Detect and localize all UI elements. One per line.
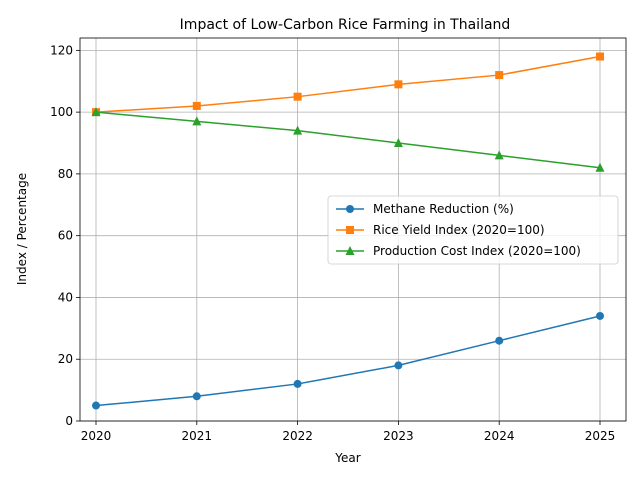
x-tick-label: 2022 bbox=[282, 429, 313, 443]
legend: Methane Reduction (%) Rice Yield Index (2… bbox=[327, 195, 619, 265]
y-tick-label: 120 bbox=[50, 43, 73, 57]
data-point bbox=[495, 71, 504, 80]
y-tick-label: 60 bbox=[58, 229, 73, 243]
plot-area-frame bbox=[79, 37, 627, 422]
data-point bbox=[394, 80, 403, 89]
data-point bbox=[394, 361, 403, 370]
x-tick-label: 2025 bbox=[585, 429, 616, 443]
data-point bbox=[596, 52, 604, 61]
legend-box bbox=[327, 195, 619, 265]
series-line bbox=[95, 111, 601, 169]
data-point bbox=[192, 116, 202, 126]
data-point bbox=[192, 101, 201, 110]
legend-entry: Production Cost Index (2020=100) bbox=[373, 244, 581, 258]
series-2 bbox=[92, 52, 604, 117]
y-tick-label: 20 bbox=[58, 352, 73, 366]
series-group bbox=[91, 52, 605, 410]
x-tick-label: 2020 bbox=[81, 429, 112, 443]
series-3 bbox=[91, 107, 605, 172]
data-point bbox=[595, 162, 605, 172]
y-tick-label: 100 bbox=[50, 105, 73, 119]
legend-marker bbox=[346, 205, 354, 213]
y-axis: 0 20 40 60 80 100 120 bbox=[50, 43, 80, 428]
legend-marker bbox=[346, 226, 354, 234]
data-point bbox=[293, 125, 303, 135]
data-point bbox=[596, 311, 604, 320]
data-point bbox=[293, 379, 302, 388]
y-tick-label: 80 bbox=[58, 167, 73, 181]
y-tick-label: 0 bbox=[65, 414, 73, 428]
chart-title: Impact of Low-Carbon Rice Farming in Tha… bbox=[180, 17, 511, 33]
series-1 bbox=[92, 311, 604, 410]
data-point bbox=[91, 107, 101, 117]
x-tick-label: 2021 bbox=[182, 429, 213, 443]
data-point bbox=[92, 401, 100, 410]
data-point bbox=[495, 336, 504, 345]
legend-entry: Methane Reduction (%) bbox=[373, 202, 514, 216]
x-axis: 2020 2021 2022 2023 2024 2025 bbox=[81, 421, 616, 443]
y-axis-label: Index / Percentage bbox=[15, 173, 29, 285]
x-tick-label: 2023 bbox=[383, 429, 414, 443]
data-point bbox=[393, 138, 403, 148]
series-line bbox=[95, 315, 601, 407]
data-point bbox=[192, 392, 201, 401]
x-axis-label: Year bbox=[334, 451, 360, 465]
data-point bbox=[494, 150, 504, 160]
x-tick-label: 2024 bbox=[484, 429, 515, 443]
y-tick-label: 40 bbox=[58, 290, 73, 304]
legend-marker bbox=[345, 246, 355, 255]
legend-entry: Rice Yield Index (2020=100) bbox=[373, 223, 545, 237]
data-point bbox=[293, 92, 302, 101]
series-line bbox=[95, 55, 601, 113]
